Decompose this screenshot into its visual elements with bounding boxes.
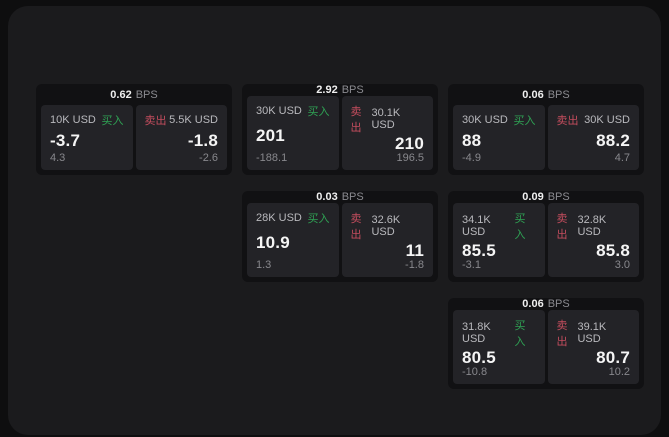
buy-panel[interactable]: 34.1K USD 买入 85.5 -3.1 <box>453 203 545 277</box>
quote-body: 28K USD 买入 10.9 1.3 卖出 32.6K USD 11 -1.8 <box>247 203 433 277</box>
quote-body: 30K USD 买入 201 -188.1 卖出 30.1K USD 210 1… <box>247 96 433 170</box>
sell-delta: -2.6 <box>199 152 218 164</box>
buy-label: 买入 <box>514 320 526 348</box>
quote-body: 10K USD 买入 -3.7 4.3 卖出 5.5K USD -1.8 -2.… <box>41 105 227 170</box>
spread-value: 0.09 <box>522 191 544 203</box>
spread-header: 0.09 BPS <box>453 191 639 203</box>
sell-price: -1.8 <box>187 130 218 150</box>
buy-delta: 1.3 <box>256 259 272 271</box>
sell-amount: 32.6K USD <box>371 214 401 238</box>
sell-amount: 30.1K USD <box>371 107 401 131</box>
bps-unit-label: BPS <box>547 88 570 101</box>
buy-label: 买入 <box>307 213 330 225</box>
bps-unit-label: BPS <box>341 84 364 96</box>
buy-amount: 34.1K USD <box>462 214 491 238</box>
sell-amount: 39.1K USD <box>577 321 607 345</box>
sell-delta: 3.0 <box>614 259 630 271</box>
buy-panel[interactable]: 28K USD 买入 10.9 1.3 <box>247 203 339 277</box>
bps-unit-label: BPS <box>135 88 158 101</box>
sell-panel[interactable]: 卖出 5.5K USD -1.8 -2.6 <box>135 105 227 170</box>
sell-label: 卖出 <box>144 115 167 127</box>
bps-unit-label: BPS <box>547 191 570 203</box>
sell-label: 卖出 <box>350 213 362 241</box>
quote-body: 30K USD 买入 88 -4.9 卖出 30K USD 88.2 4.7 <box>453 105 639 170</box>
sell-label: 卖出 <box>556 320 568 348</box>
sell-delta: 4.7 <box>614 152 630 164</box>
spread-value: 0.03 <box>316 191 338 203</box>
trading-panel: 0.62 BPS 10K USD 买入 -3.7 4.3 卖出 5.5K USD <box>8 6 661 435</box>
buy-label: 买入 <box>514 213 526 241</box>
quote-card: 0.03 BPS 28K USD 买入 10.9 1.3 卖出 32.6K US… <box>242 191 438 282</box>
buy-price: 88 <box>462 130 482 150</box>
buy-amount: 28K USD <box>256 212 302 224</box>
sell-panel[interactable]: 卖出 39.1K USD 80.7 10.2 <box>547 310 639 384</box>
buy-panel[interactable]: 30K USD 买入 88 -4.9 <box>453 105 545 170</box>
sell-label: 卖出 <box>556 115 579 127</box>
sell-amount: 32.8K USD <box>577 214 607 238</box>
spread-value: 0.62 <box>110 88 132 101</box>
sell-price: 85.8 <box>596 241 630 260</box>
quote-card: 0.06 BPS 30K USD 买入 88 -4.9 卖出 30K USD <box>448 84 644 175</box>
quote-body: 31.8K USD 买入 80.5 -10.8 卖出 39.1K USD 80.… <box>453 310 639 384</box>
spread-header: 0.06 BPS <box>453 84 639 105</box>
quote-card: 0.06 BPS 31.8K USD 买入 80.5 -10.8 卖出 39.1… <box>448 298 644 389</box>
buy-amount: 10K USD <box>50 114 96 126</box>
spread-value: 0.06 <box>522 88 544 101</box>
sell-panel[interactable]: 卖出 32.6K USD 11 -1.8 <box>341 203 433 277</box>
sell-panel[interactable]: 卖出 30K USD 88.2 4.7 <box>547 105 639 170</box>
sell-label: 卖出 <box>556 213 568 241</box>
buy-amount: 30K USD <box>462 114 508 126</box>
sell-label: 卖出 <box>350 106 362 134</box>
quote-card: 2.92 BPS 30K USD 买入 201 -188.1 卖出 30.1K … <box>242 84 438 175</box>
sell-price: 88.2 <box>596 130 630 150</box>
buy-price: 80.5 <box>462 348 496 367</box>
buy-delta: -3.1 <box>462 259 481 271</box>
buy-price: 10.9 <box>256 233 290 252</box>
quote-card: 0.09 BPS 34.1K USD 买入 85.5 -3.1 卖出 32.8K… <box>448 191 644 282</box>
spread-value: 0.06 <box>522 298 544 310</box>
bps-unit-label: BPS <box>341 191 364 203</box>
buy-delta: -10.8 <box>462 366 488 378</box>
buy-label: 买入 <box>101 115 124 127</box>
buy-amount: 30K USD <box>256 105 302 117</box>
sell-price: 11 <box>405 241 424 260</box>
sell-price: 210 <box>395 134 424 153</box>
buy-price: -3.7 <box>50 130 81 150</box>
buy-label: 买入 <box>513 115 536 127</box>
spread-header: 0.62 BPS <box>41 84 227 105</box>
buy-panel[interactable]: 31.8K USD 买入 80.5 -10.8 <box>453 310 545 384</box>
spread-header: 0.06 BPS <box>453 298 639 310</box>
buy-delta: -4.9 <box>462 152 481 164</box>
sell-amount: 5.5K USD <box>169 114 218 126</box>
sell-price: 80.7 <box>596 348 630 367</box>
spread-header: 2.92 BPS <box>247 84 433 96</box>
buy-delta: 4.3 <box>50 152 66 164</box>
bps-unit-label: BPS <box>547 298 570 310</box>
buy-amount: 31.8K USD <box>462 321 491 345</box>
sell-amount: 30K USD <box>584 114 630 126</box>
sell-delta: -1.8 <box>405 259 424 271</box>
sell-delta: 196.5 <box>396 152 424 164</box>
sell-panel[interactable]: 卖出 32.8K USD 85.8 3.0 <box>547 203 639 277</box>
buy-label: 买入 <box>307 106 330 118</box>
buy-price: 85.5 <box>462 241 496 260</box>
buy-panel[interactable]: 30K USD 买入 201 -188.1 <box>247 96 339 170</box>
quote-card: 0.62 BPS 10K USD 买入 -3.7 4.3 卖出 5.5K USD <box>36 84 232 175</box>
sell-panel[interactable]: 卖出 30.1K USD 210 196.5 <box>341 96 433 170</box>
buy-price: 201 <box>256 126 285 145</box>
spread-value: 2.92 <box>316 84 338 96</box>
quote-cards-grid: 0.62 BPS 10K USD 买入 -3.7 4.3 卖出 5.5K USD <box>36 84 644 389</box>
buy-panel[interactable]: 10K USD 买入 -3.7 4.3 <box>41 105 133 170</box>
quote-body: 34.1K USD 买入 85.5 -3.1 卖出 32.8K USD 85.8… <box>453 203 639 277</box>
spread-header: 0.03 BPS <box>247 191 433 203</box>
buy-delta: -188.1 <box>256 152 288 164</box>
sell-delta: 10.2 <box>608 366 630 378</box>
